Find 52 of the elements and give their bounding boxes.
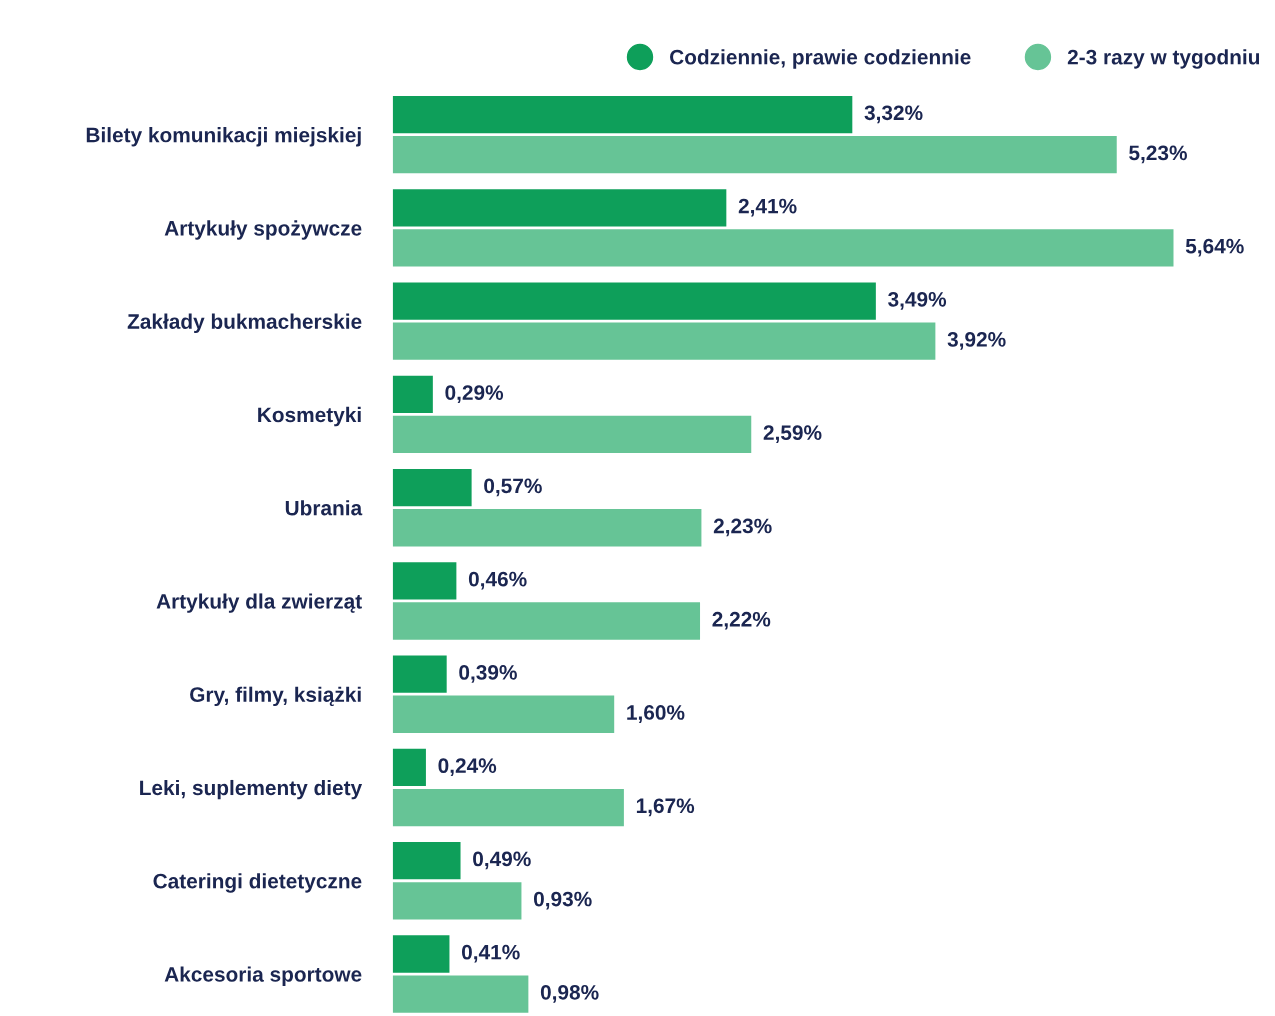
data-label: 0,39% [459, 665, 517, 683]
data-label: 0,98% [540, 984, 599, 1003]
y-tick-label: Gry, filmy, książki [190, 686, 361, 707]
y-tick-label: Akcesoria sportowe [164, 966, 362, 986]
bar [392, 468, 472, 507]
y-tick-label: Bilety komunikacji miejskiej [86, 127, 361, 147]
data-label: 2,59% [763, 425, 822, 444]
bar [392, 322, 936, 360]
data-label: 0,57% [484, 478, 542, 497]
data-label: 0,49% [473, 851, 531, 870]
bar [392, 509, 702, 547]
data-label: 0,46% [468, 571, 527, 590]
data-label: 2,22% [712, 611, 771, 630]
data-label: 3,32% [864, 105, 923, 124]
bar [392, 882, 522, 920]
data-label: 5,64% [1185, 238, 1244, 257]
data-label: 2,41% [738, 198, 797, 217]
y-tick-label: Zakłady bukmacherskie [127, 313, 362, 334]
bar [392, 935, 450, 973]
bar [392, 229, 1174, 267]
data-label: 3,92% [947, 332, 1006, 350]
legend-label: Codziennie, prawie codziennie [670, 49, 971, 69]
legend-label: 2-3 razy w tygodniu [1067, 49, 1260, 69]
y-tick-label: Artykuły dla zwierząt [156, 593, 362, 613]
data-label: 2,23% [713, 518, 772, 537]
y-tick-label: Cateringi dietetyczne [153, 873, 362, 893]
data-label: 0,24% [438, 758, 497, 777]
y-tick-label: Kosmetyki [258, 406, 361, 427]
data-label: 1,67% [636, 798, 695, 817]
bar [392, 655, 447, 693]
data-label: 1,60% [627, 705, 685, 723]
data-label: 5,23% [1129, 145, 1187, 164]
bar [392, 562, 457, 600]
bar [392, 695, 615, 733]
data-label: 3,49% [888, 291, 947, 310]
bar [392, 602, 701, 640]
bar [392, 189, 727, 227]
y-tick-label: Leki, suplementy diety [140, 779, 363, 800]
y-tick-label: Ubrania [285, 500, 363, 516]
data-label: 0,93% [533, 891, 592, 910]
bar [392, 748, 426, 787]
bar [392, 136, 1117, 174]
data-label: 0,41% [462, 944, 520, 963]
bar [392, 282, 876, 320]
bar [392, 975, 529, 1013]
bar [392, 842, 461, 880]
bar [392, 788, 624, 827]
data-label: 0,29% [445, 385, 504, 403]
bar [392, 95, 853, 134]
bar [392, 415, 752, 454]
y-tick-label: Artykuły spożywcze [164, 220, 362, 240]
bar [392, 375, 433, 414]
